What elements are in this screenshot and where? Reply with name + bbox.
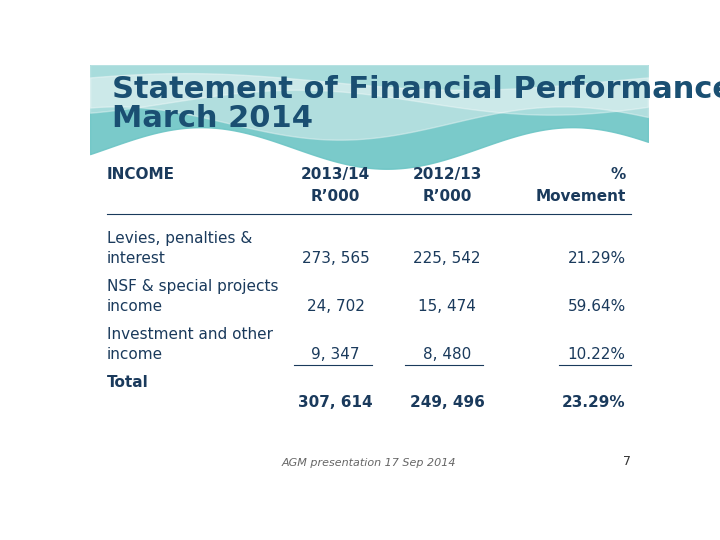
Text: AGM presentation 17 Sep 2014: AGM presentation 17 Sep 2014 [282,458,456,468]
Text: R’000: R’000 [423,188,472,204]
Text: Investment and other: Investment and other [107,327,273,342]
Text: Levies, penalties &: Levies, penalties & [107,231,252,246]
Text: %: % [611,167,626,181]
Text: 225, 542: 225, 542 [413,251,481,266]
Text: 249, 496: 249, 496 [410,395,485,409]
Text: 273, 565: 273, 565 [302,251,369,266]
Text: 59.64%: 59.64% [567,299,626,314]
Text: income: income [107,347,163,362]
Text: 23.29%: 23.29% [562,395,626,409]
Text: March 2014: March 2014 [112,104,313,133]
Text: 15, 474: 15, 474 [418,299,476,314]
Text: INCOME: INCOME [107,167,175,181]
Text: 9, 347: 9, 347 [311,347,360,362]
Text: Movement: Movement [535,188,626,204]
Text: 2013/14: 2013/14 [301,167,370,181]
Text: Statement of Financial Performance: Statement of Financial Performance [112,75,720,104]
Text: income: income [107,299,163,314]
Text: 10.22%: 10.22% [567,347,626,362]
Text: 7: 7 [624,455,631,468]
Text: NSF & special projects: NSF & special projects [107,279,278,294]
Text: 2012/13: 2012/13 [413,167,482,181]
Text: interest: interest [107,251,166,266]
Text: Total: Total [107,375,148,389]
Text: 307, 614: 307, 614 [298,395,373,409]
Text: 8, 480: 8, 480 [423,347,472,362]
Text: 24, 702: 24, 702 [307,299,364,314]
Text: 21.29%: 21.29% [567,251,626,266]
Text: R’000: R’000 [311,188,360,204]
